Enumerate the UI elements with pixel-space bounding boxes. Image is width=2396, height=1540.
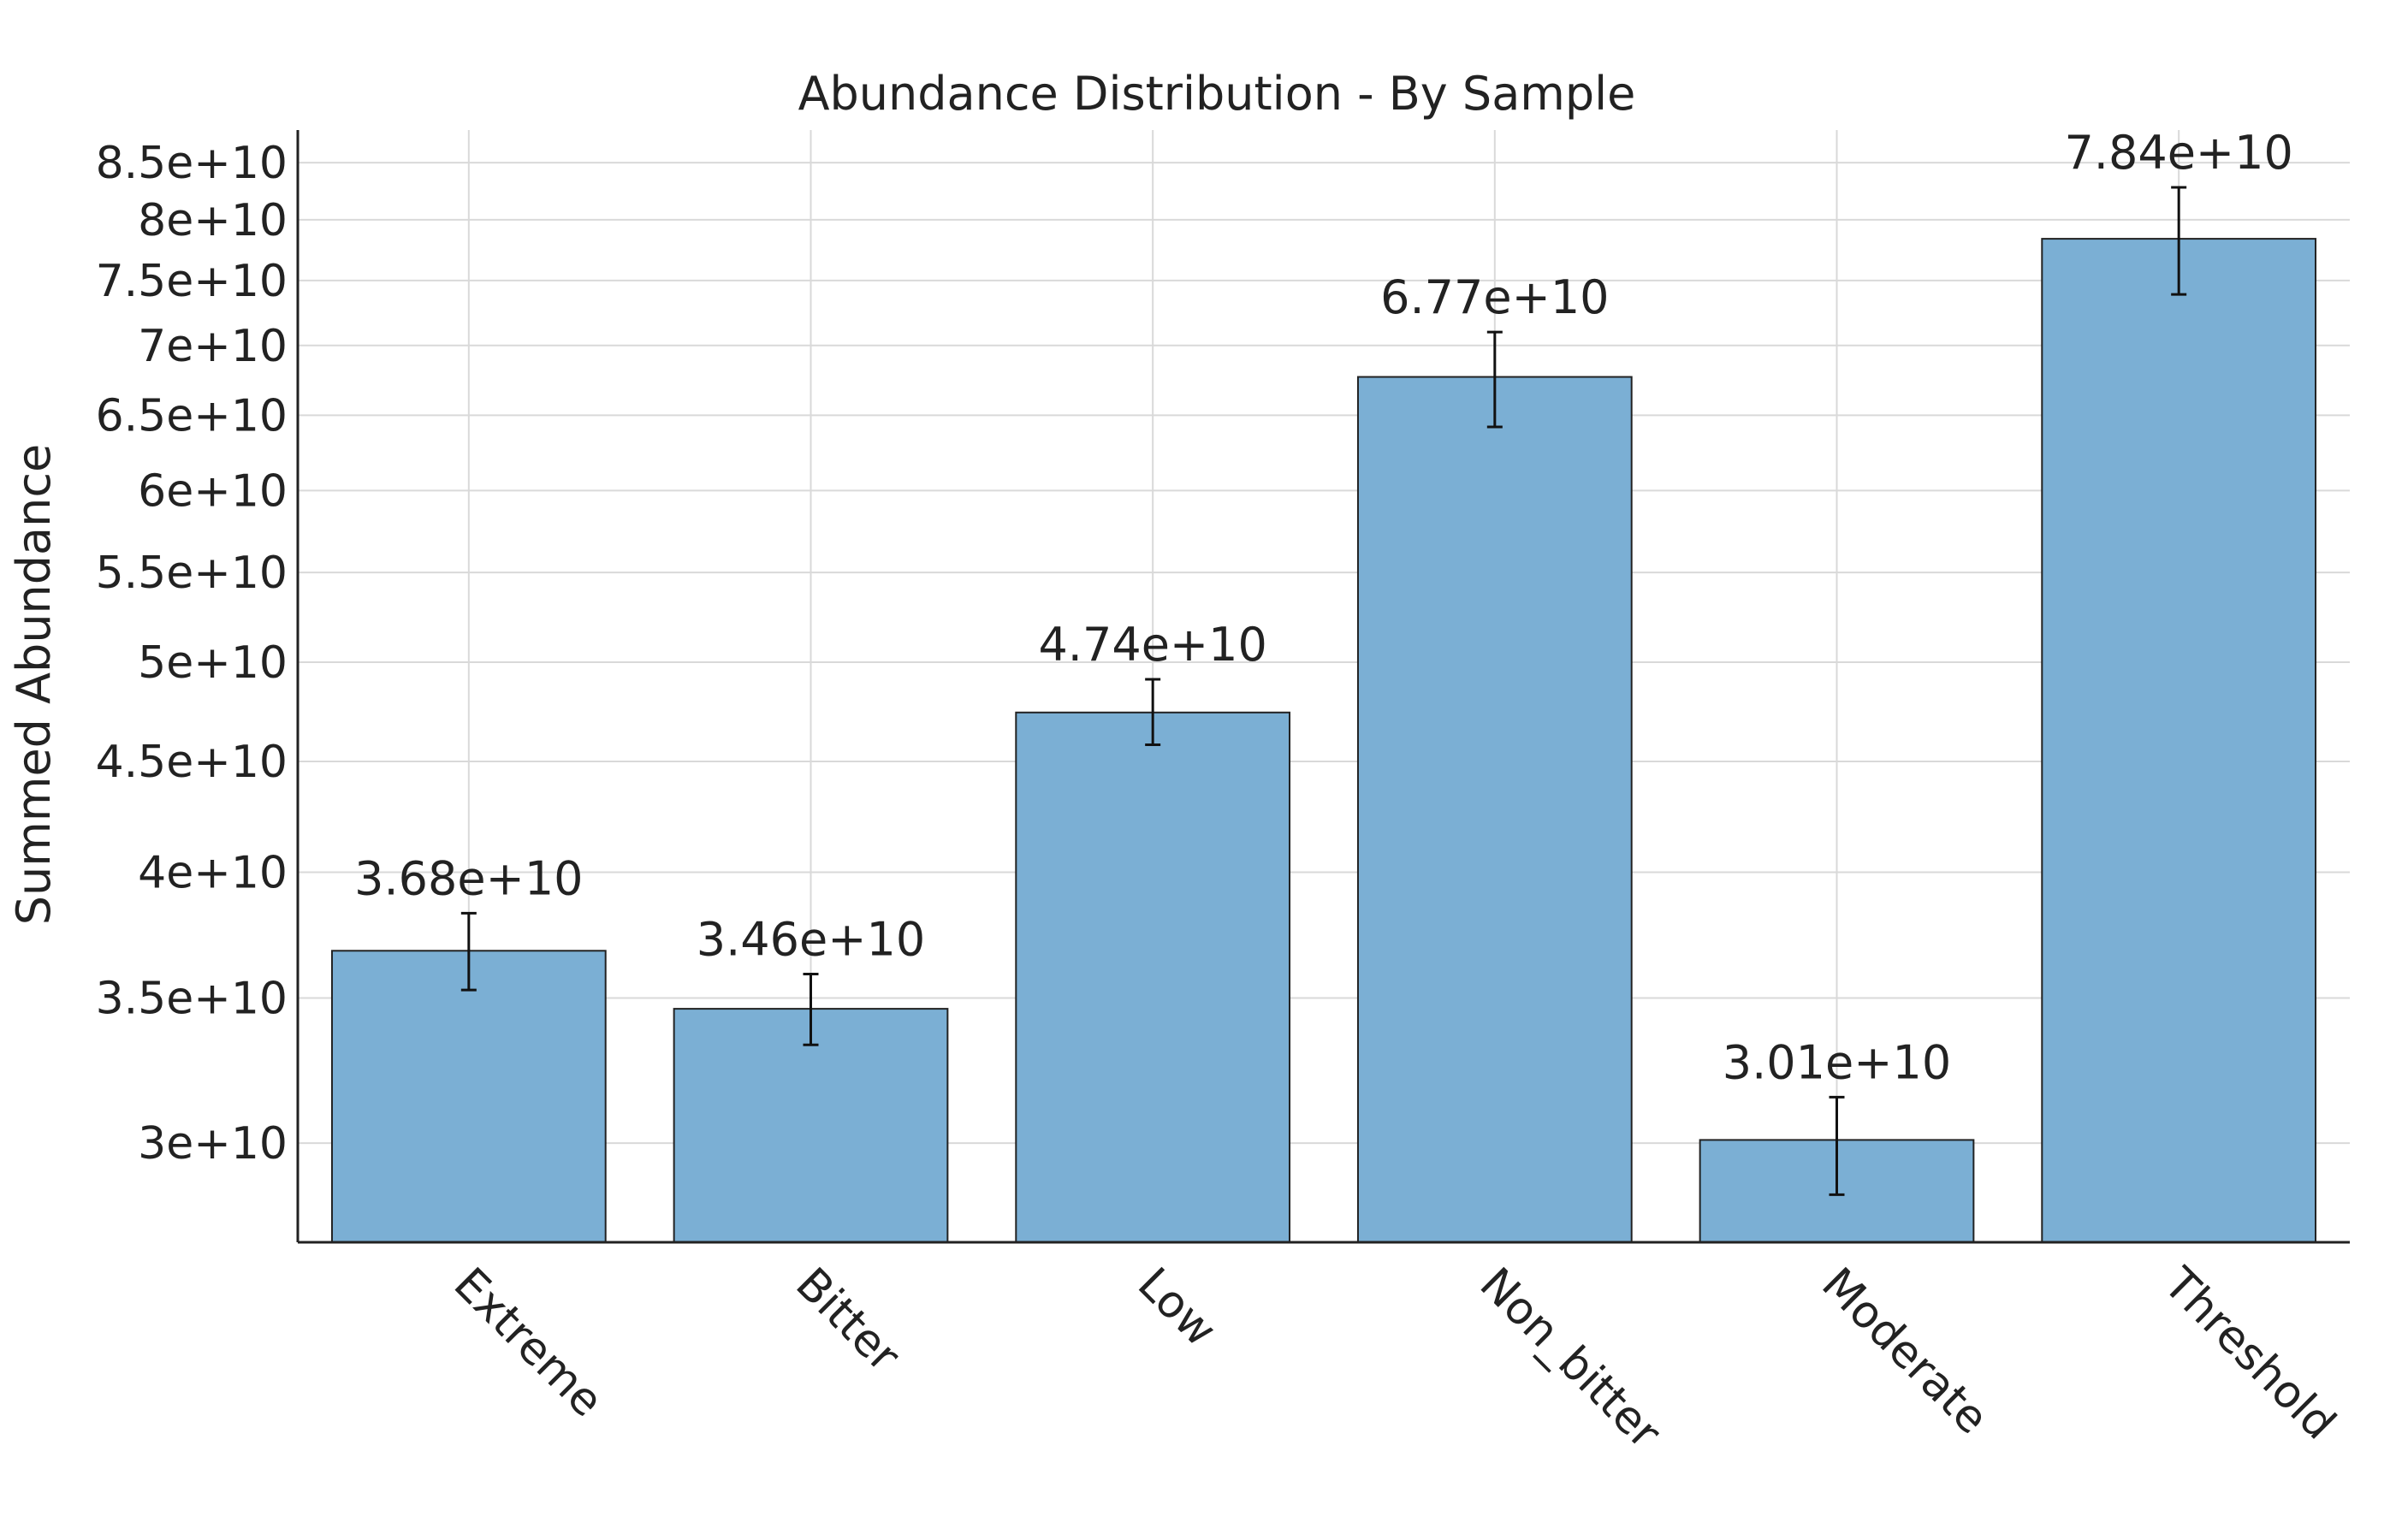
y-tick-label: 3e+10 — [138, 1118, 288, 1170]
bar-threshold — [2041, 238, 2317, 1243]
bar-value-label: 3.46e+10 — [697, 913, 925, 967]
bar-low — [1015, 711, 1291, 1243]
y-tick-label: 6.5e+10 — [96, 390, 288, 441]
bar-value-label: 6.77e+10 — [1380, 270, 1609, 324]
x-tick-label: Moderate — [1812, 1259, 1997, 1444]
x-tick-label: Threshold — [2153, 1258, 2345, 1449]
axes — [296, 130, 2350, 1244]
y-tick-label: 3.5e+10 — [96, 973, 288, 1024]
y-axis-label: Summed Abundance — [7, 444, 61, 926]
x-tick-label: Bitter — [786, 1259, 910, 1383]
y-tick-label: 5e+10 — [138, 637, 288, 689]
bar-value-label: 7.84e+10 — [2064, 126, 2292, 180]
y-tick-label: 6e+10 — [138, 465, 288, 517]
bar-extreme — [330, 950, 607, 1243]
y-tick-label: 7e+10 — [138, 321, 288, 372]
bar-value-label: 3.01e+10 — [1723, 1035, 1951, 1089]
x-tick-label: Extreme — [444, 1259, 613, 1427]
bar-value-label: 4.74e+10 — [1038, 618, 1266, 672]
bars: 3.68e+10 3.46e+10 4.74e+10 6.77e+10 3.01e+10… — [330, 126, 2317, 1243]
y-tick-label: 5.5e+10 — [96, 548, 288, 599]
y-tick-label: 4.5e+10 — [96, 737, 288, 788]
y-tick-label: 4e+10 — [138, 848, 288, 899]
x-tick-label: Non_bitter — [1470, 1259, 1671, 1460]
y-tick-label: 8e+10 — [138, 195, 288, 246]
x-tick-labels: Extreme Bitter Low Non_bitter Moderate Thresh… — [444, 1258, 2346, 1459]
bar-value-label: 3.68e+10 — [354, 851, 583, 905]
x-tick-label: Low — [1128, 1259, 1226, 1357]
bar-non-bitter — [1356, 376, 1633, 1243]
bar-bitter — [673, 1008, 949, 1243]
y-tick-labels: 3e+10 3.5e+10 4e+10 4.5e+10 5e+10 5.5e+10 6e+1… — [96, 138, 288, 1170]
y-tick-label: 7.5e+10 — [96, 256, 288, 307]
y-tick-label: 8.5e+10 — [96, 138, 288, 189]
chart-title: Abundance Distribution - By Sample — [798, 67, 1636, 121]
